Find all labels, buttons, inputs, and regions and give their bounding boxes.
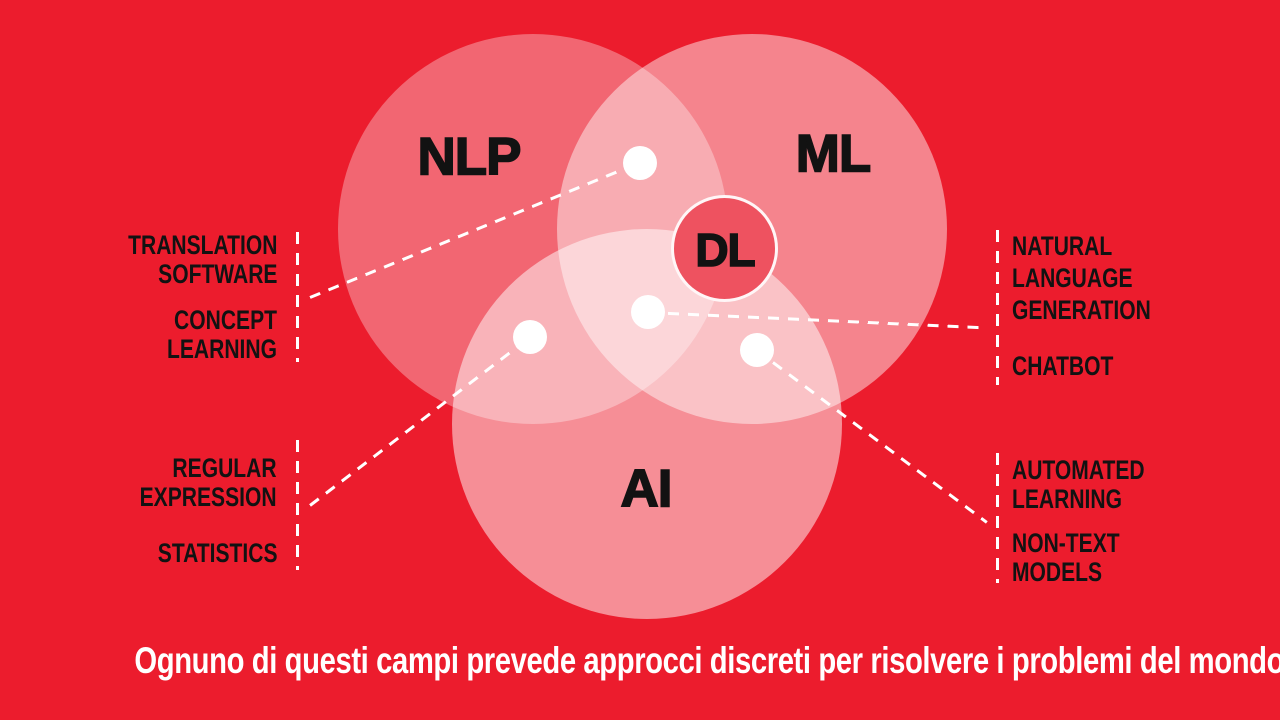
marker-dot-center (631, 295, 665, 329)
annotation-line: LANGUAGE (1012, 263, 1133, 293)
left-separator-bottom (296, 440, 299, 570)
annotation-line: CHATBOT (1012, 351, 1114, 381)
annotation-regular-expression: REGULAR EXPRESSION (140, 454, 277, 512)
annotation-line: NATURAL (1012, 231, 1113, 261)
marker-dot-nlp-ml (623, 146, 657, 180)
dl-label: DL (695, 223, 757, 277)
annotation-line: TRANSLATION (127, 230, 277, 260)
annotation-line: STATISTICS (157, 538, 277, 568)
annotation-translation-software: TRANSLATION SOFTWARE (128, 231, 277, 289)
ai-circle (452, 229, 842, 619)
annotation-line: CONCEPT (174, 305, 277, 335)
annotation-automated-learning: AUTOMATED LEARNING (1012, 456, 1145, 514)
annotation-natural-language-generation: NATURAL LANGUAGE GENERATION (1012, 230, 1151, 326)
annotation-non-text-models: NON-TEXT MODELS (1012, 529, 1120, 587)
annotation-line: GENERATION (1012, 295, 1151, 325)
annotation-chatbot: CHATBOT (1012, 352, 1113, 381)
right-separator-top (996, 230, 999, 385)
annotation-line: LEARNING (167, 334, 277, 364)
ai-label: AI (620, 459, 674, 520)
annotation-line: LEARNING (1012, 484, 1122, 514)
annotation-line: SOFTWARE (157, 259, 277, 289)
caption-text: Ognuno di questi campi prevede approcci … (134, 640, 1280, 681)
annotation-concept-learning: CONCEPT LEARNING (167, 306, 277, 364)
marker-dot-ml-ai (740, 333, 774, 367)
left-separator-top (296, 232, 299, 362)
nlp-label: NLP (417, 127, 523, 188)
annotation-line: AUTOMATED (1012, 455, 1145, 485)
right-separator-bottom (996, 453, 999, 583)
ml-label: ML (795, 124, 872, 185)
marker-dot-nlp-ai (513, 320, 547, 354)
annotation-statistics: STATISTICS (157, 539, 277, 568)
annotation-line: MODELS (1012, 557, 1103, 587)
annotation-line: REGULAR (172, 453, 277, 483)
dl-circle (671, 195, 778, 302)
annotation-line: NON-TEXT (1012, 528, 1120, 558)
annotation-line: EXPRESSION (140, 482, 277, 512)
